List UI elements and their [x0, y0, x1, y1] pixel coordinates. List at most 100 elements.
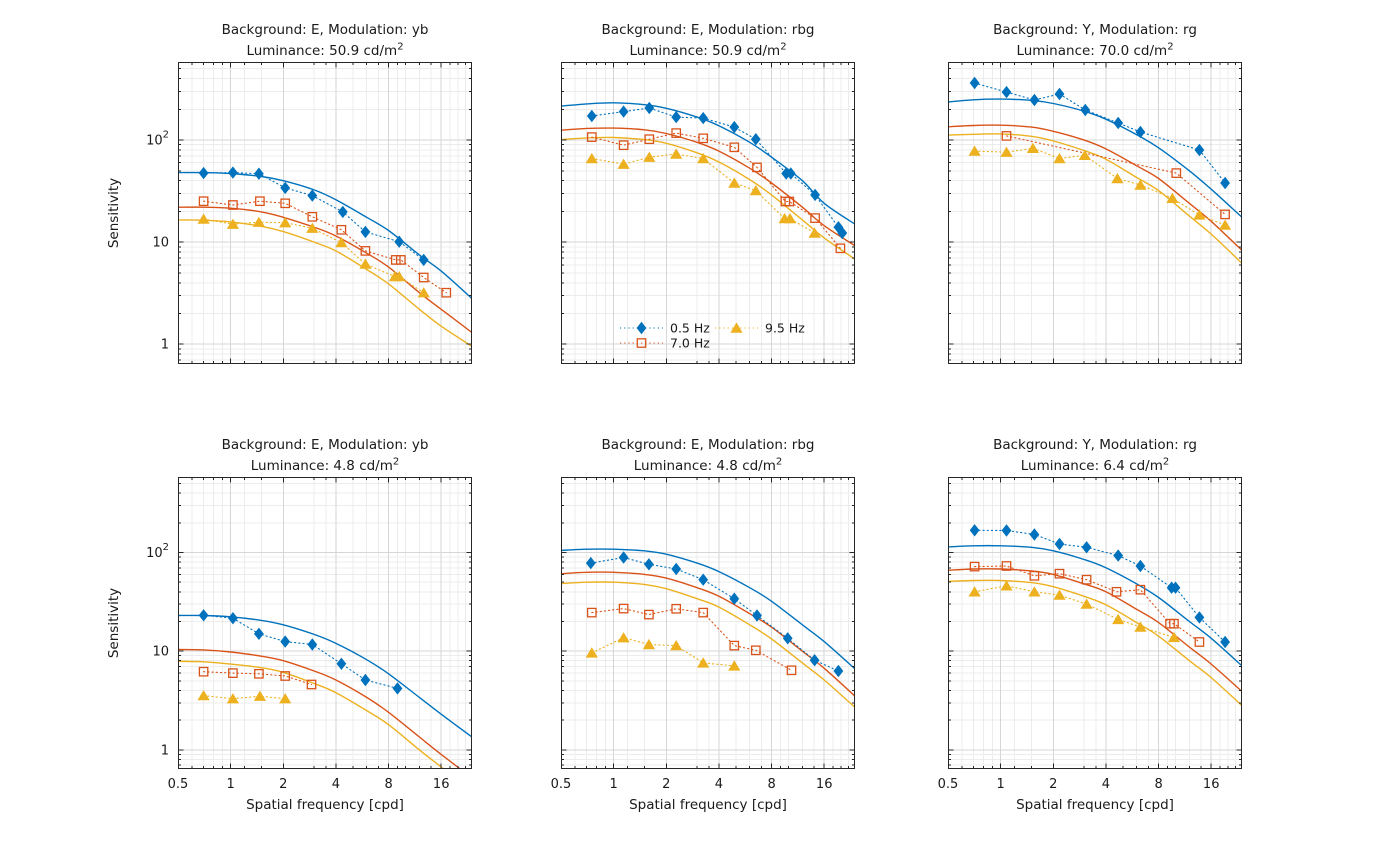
- square-marker: [1029, 570, 1040, 581]
- diamond-marker: [254, 167, 264, 180]
- grid-minor: [948, 477, 1242, 769]
- triangle-marker: [1028, 586, 1041, 597]
- grid-major: [948, 477, 1242, 769]
- square-marker: [1111, 586, 1122, 597]
- square-marker: [228, 200, 238, 210]
- diamond-marker: [785, 167, 796, 180]
- axis-labels: 0.5 1 2 4 8 16 Spatial frequency [cpd]: [551, 777, 833, 813]
- subplot-top-left: Background: E, Modulation: yb Luminance:…: [106, 22, 472, 364]
- grid-minor: [178, 62, 472, 364]
- square-marker: [698, 607, 709, 618]
- axes-bottom-right: 0.5 1 2 4 8 16 Spatial frequency [cpd]: [938, 477, 1242, 813]
- square-marker: [671, 128, 682, 138]
- tick-marks: [948, 62, 1242, 364]
- series-95Hz: [585, 148, 821, 238]
- square-marker: [786, 665, 797, 676]
- diamond-marker: [254, 627, 264, 640]
- diamond-marker: [636, 321, 647, 335]
- x-tick-label: 8: [384, 777, 392, 792]
- diamond-marker: [1170, 581, 1181, 594]
- x-tick-label: 4: [715, 777, 723, 792]
- series-dotted-line: [203, 695, 286, 700]
- square-marker: [810, 213, 820, 223]
- axes-box: [561, 477, 855, 769]
- subplot-bottom-right: Background: Y, Modulation: rg Luminance:…: [938, 437, 1242, 813]
- square-marker: [644, 609, 654, 620]
- legend-label: 7.0 Hz: [670, 336, 710, 351]
- diamond-marker: [671, 110, 682, 124]
- tick-marks: [561, 62, 855, 364]
- triangle-marker: [1080, 598, 1093, 609]
- series-dotted-line: [974, 529, 1226, 643]
- series-05Hz: [586, 101, 848, 240]
- fit-curve-05Hz: [948, 98, 1242, 218]
- square-marker: [729, 142, 740, 153]
- triangle-marker: [197, 213, 210, 224]
- fit-curve-70Hz: [561, 127, 855, 247]
- axis-labels: 1 10 102 Sensitivity: [106, 130, 169, 353]
- triangle-marker: [335, 237, 348, 248]
- fit-curve-95Hz: [178, 660, 445, 769]
- subplot-title-line2: Luminance: 70.0 cd/m2: [888, 41, 1302, 62]
- triangle-marker: [1112, 613, 1125, 625]
- triangle-marker: [1053, 589, 1066, 600]
- diamond-marker: [729, 120, 740, 134]
- y-tick-label: 102: [146, 130, 169, 149]
- x-tick-label: 8: [1154, 777, 1162, 792]
- y-axis-label: Sensitivity: [106, 588, 122, 658]
- x-tick-label: 0.5: [168, 777, 189, 792]
- luminance-superscript: 2: [775, 456, 783, 468]
- series-dotted-line: [203, 200, 447, 294]
- diamond-marker: [1001, 85, 1012, 99]
- triangle-marker: [1134, 621, 1147, 632]
- subplot-title-line1: Background: E, Modulation: yb: [221, 437, 429, 453]
- diamond-marker: [810, 188, 820, 202]
- triangle-marker: [252, 216, 265, 227]
- fit-curve-95Hz: [561, 581, 855, 708]
- axes-box: [178, 62, 472, 364]
- diamond-marker: [336, 657, 347, 670]
- series-dotted-line: [203, 218, 425, 294]
- triangle-marker: [359, 258, 372, 269]
- diamond-marker: [750, 133, 761, 146]
- series-dotted-line: [974, 565, 1200, 643]
- square-marker: [1001, 131, 1012, 141]
- triangle-marker: [279, 693, 292, 704]
- series-70Hz: [969, 561, 1205, 647]
- series-95Hz: [968, 142, 1232, 230]
- diamond-marker: [644, 101, 655, 115]
- grid-major: [948, 62, 1242, 364]
- square-marker: [750, 645, 761, 656]
- series-70Hz: [198, 196, 452, 298]
- triangle-marker: [783, 213, 797, 224]
- axes-box: [178, 477, 472, 769]
- diamond-marker: [671, 562, 682, 576]
- diamond-marker: [1054, 87, 1065, 101]
- diamond-marker: [1080, 103, 1091, 117]
- grid-major: [561, 62, 855, 364]
- subplot-title-line2: Luminance: 4.8 cd/m2: [501, 456, 915, 477]
- square-marker: [441, 287, 452, 298]
- fit-curve-05Hz: [561, 548, 855, 670]
- series-dotted-line: [974, 585, 1175, 638]
- subplot-title-line2: Luminance: 4.8 cd/m2: [118, 456, 532, 477]
- diamond-marker: [1054, 537, 1065, 551]
- triangle-marker: [697, 657, 710, 668]
- x-tick-label: 16: [433, 777, 450, 792]
- square-marker: [1054, 568, 1065, 579]
- square-marker: [835, 243, 846, 254]
- square-marker: [306, 679, 317, 690]
- subplot-title: Background: Y, Modulation: rg Luminance:…: [888, 20, 1302, 64]
- luminance-text: Luminance: 4.8 cd/m: [250, 458, 393, 474]
- series-05Hz: [198, 166, 429, 267]
- tick-marks: [178, 477, 472, 769]
- triangle-marker: [197, 690, 210, 701]
- legend-label: 9.5 Hz: [765, 321, 805, 336]
- fit-curves: [178, 614, 472, 769]
- subplot-title: Background: Y, Modulation: rg Luminance:…: [888, 435, 1302, 479]
- square-marker: [307, 211, 318, 222]
- square-marker: [698, 133, 709, 144]
- axes-box: [948, 62, 1242, 364]
- series-dotted-line: [974, 82, 1226, 184]
- square-marker: [254, 668, 264, 679]
